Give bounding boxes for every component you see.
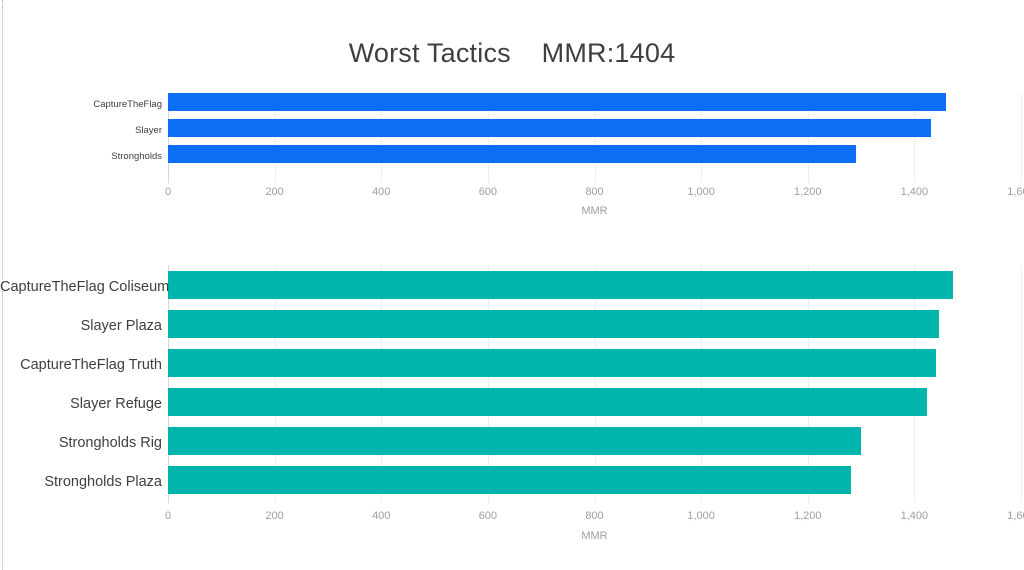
gridline	[1021, 265, 1022, 503]
gridline	[914, 93, 916, 183]
category-label: CaptureTheFlag Truth	[20, 357, 162, 373]
bar[interactable]	[168, 93, 947, 111]
x-tick-label: 1,000	[687, 186, 715, 198]
gridline	[701, 93, 703, 183]
gridline	[701, 265, 703, 503]
x-tick-label: 800	[585, 510, 604, 522]
x-tick-label: 1,600	[1007, 510, 1024, 522]
x-tick-label: 1,600	[1007, 186, 1024, 198]
gridline	[594, 93, 596, 183]
category-label: Slayer Refuge	[70, 396, 162, 412]
category-label: Slayer	[135, 124, 162, 136]
x-tick-label: 600	[478, 186, 498, 198]
category-label: Slayer Plaza	[80, 318, 162, 334]
x-tick-label: 1,200	[793, 186, 822, 198]
gridline	[487, 93, 489, 183]
gridline	[274, 265, 276, 503]
category-label: CaptureTheFlag Coliseum	[0, 279, 170, 295]
bar[interactable]	[168, 349, 936, 377]
bar[interactable]	[168, 310, 939, 338]
category-label: CaptureTheFlag	[93, 98, 162, 110]
gridline	[1021, 93, 1022, 183]
x-axis-title: MMR	[581, 205, 608, 217]
maps-category-axis-line	[168, 265, 169, 503]
bar[interactable]	[168, 388, 928, 416]
x-tick-label: 1,400	[900, 510, 929, 522]
x-tick-label: 1,200	[793, 510, 822, 522]
gridline	[807, 265, 809, 503]
gridline	[381, 265, 383, 503]
page-title: Worst Tactics MMR:1404	[348, 38, 676, 68]
x-tick-label: 0	[164, 186, 172, 198]
gridline	[487, 265, 489, 503]
maps-bar-chart: CaptureTheFlag Coliseum Slayer Plaza Captu…	[0, 262, 1024, 552]
bar[interactable]	[168, 119, 932, 137]
x-tick-label: 600	[478, 510, 498, 522]
bar[interactable]	[168, 427, 862, 455]
category-label: Strongholds Plaza	[44, 474, 162, 490]
gridline	[274, 93, 276, 183]
tactics-bar-chart: CaptureTheFlag Slayer Strongholds 0 200 400 60…	[0, 88, 1024, 217]
gridline	[914, 265, 916, 503]
x-tick-label: 400	[372, 510, 391, 522]
x-axis-title: MMR	[581, 530, 608, 542]
x-tick-label: 200	[265, 186, 284, 198]
bar[interactable]	[168, 466, 852, 494]
x-tick-label: 1,400	[900, 186, 929, 198]
category-label: Strongholds	[111, 150, 162, 162]
gridline	[807, 93, 809, 183]
x-tick-label: 800	[585, 186, 604, 198]
bar[interactable]	[168, 271, 953, 299]
tactics-category-axis-line	[168, 93, 169, 183]
x-tick-label: 400	[372, 186, 391, 198]
gridline	[594, 265, 596, 503]
bar[interactable]	[168, 145, 856, 163]
x-tick-label: 1,000	[687, 510, 715, 522]
category-label: Strongholds Rig	[58, 435, 162, 451]
x-tick-label: 0	[164, 510, 172, 522]
gridline	[381, 93, 383, 183]
left-edge-dotted-rule	[2, 0, 3, 570]
x-tick-label: 200	[265, 510, 284, 522]
